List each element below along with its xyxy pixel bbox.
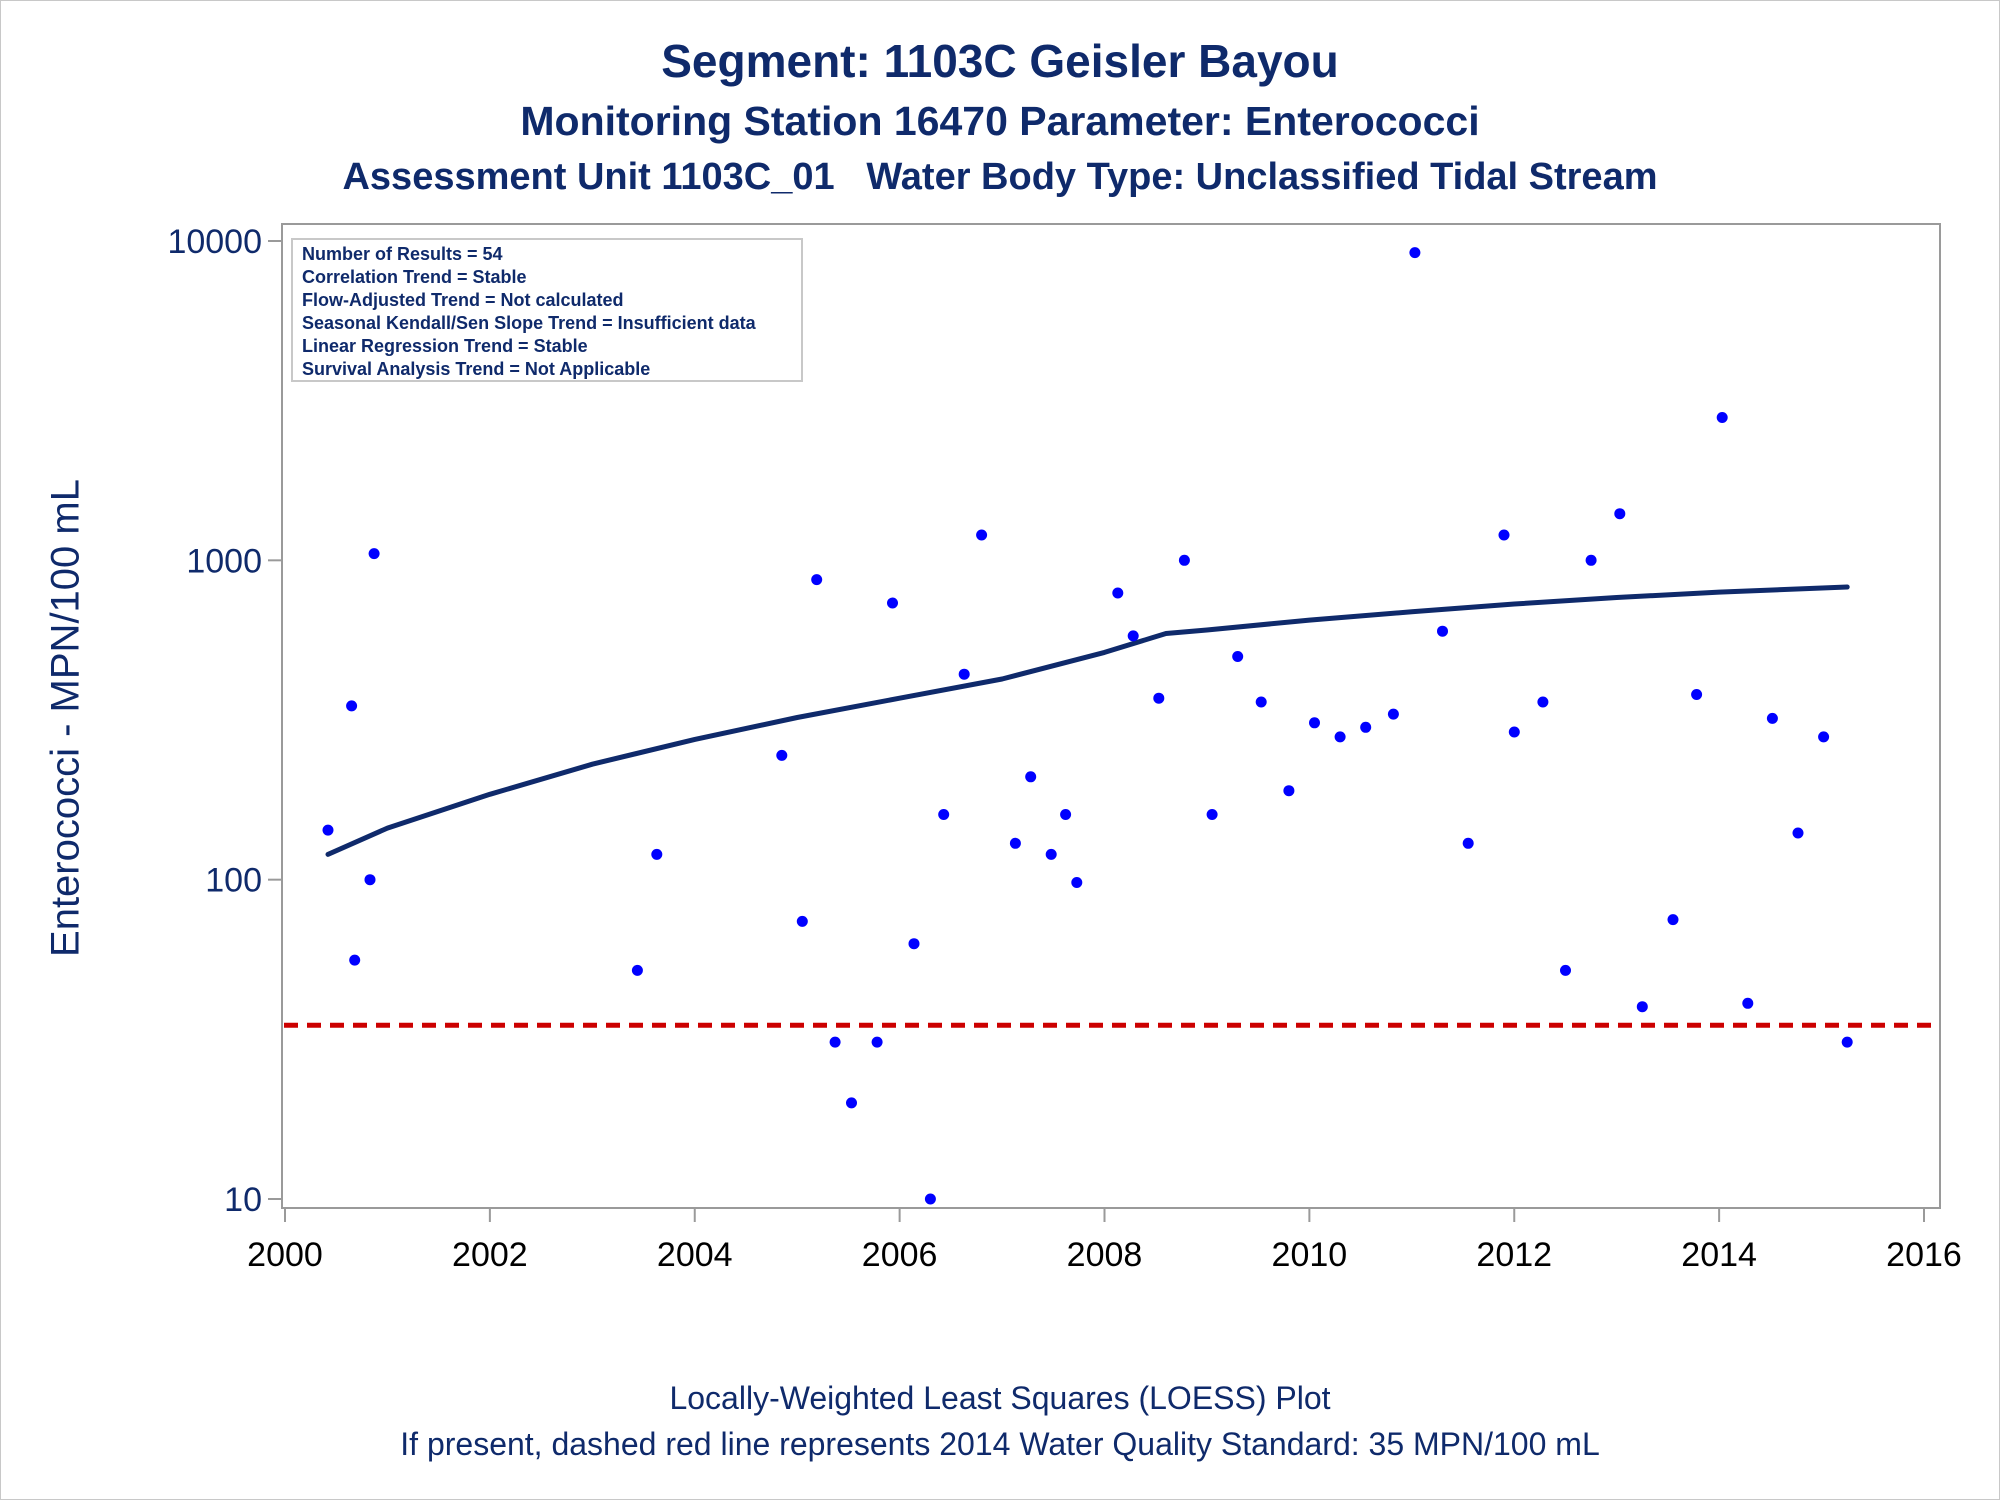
stats-box-line: Survival Analysis Trend = Not Applicable	[302, 359, 650, 379]
data-point	[1792, 827, 1804, 839]
data-point	[1498, 529, 1510, 541]
stats-box	[291, 238, 803, 382]
data-point	[776, 749, 788, 761]
data-point	[958, 668, 970, 680]
data-point	[651, 848, 663, 860]
data-point	[976, 529, 988, 541]
data-point	[1153, 692, 1165, 704]
data-point	[1437, 625, 1448, 637]
data-point	[1537, 696, 1549, 708]
data-point	[887, 597, 898, 609]
x-tick-label: 2008	[1067, 1236, 1143, 1274]
data-point	[1841, 1036, 1853, 1048]
data-point	[346, 700, 358, 712]
data-point	[1614, 508, 1626, 520]
y-tick-label: 100	[205, 862, 262, 900]
data-point	[1636, 1001, 1648, 1013]
data-point	[1818, 731, 1830, 743]
chart-title: Segment: 1103C Geisler Bayou	[661, 35, 1339, 87]
chart-subtitle-station: Monitoring Station 16470 Parameter: Ente…	[520, 98, 1480, 144]
data-point	[871, 1036, 883, 1048]
stats-box-line: Correlation Trend = Stable	[302, 267, 527, 287]
data-point	[631, 964, 643, 976]
y-tick-label: 10	[224, 1181, 262, 1219]
data-point	[908, 938, 920, 950]
data-point	[1255, 696, 1267, 708]
data-point	[1232, 651, 1244, 662]
data-point	[368, 548, 380, 560]
data-point	[1071, 877, 1083, 888]
data-point	[1178, 554, 1190, 566]
data-point	[364, 874, 376, 886]
stats-box-line: Number of Results = 54	[302, 244, 503, 264]
data-point	[1766, 712, 1778, 724]
x-tick-label: 2016	[1886, 1236, 1962, 1274]
data-point	[1462, 837, 1474, 849]
x-tick-label: 2006	[862, 1236, 938, 1274]
data-point	[938, 809, 950, 820]
data-point	[1508, 726, 1520, 738]
data-point	[1716, 412, 1728, 423]
stats-box-line: Linear Regression Trend = Stable	[302, 336, 588, 356]
data-point	[322, 824, 334, 836]
data-point	[1560, 964, 1571, 976]
data-point	[1309, 717, 1320, 729]
data-point	[1112, 587, 1124, 599]
x-tick-label: 2010	[1272, 1236, 1348, 1274]
data-point	[924, 1193, 936, 1205]
data-point	[1667, 914, 1679, 926]
data-point	[1691, 689, 1703, 700]
data-point	[1334, 731, 1346, 743]
data-point	[829, 1036, 841, 1048]
x-tick-label: 2002	[452, 1236, 528, 1274]
stats-box-line: Seasonal Kendall/Sen Slope Trend = Insuf…	[302, 313, 757, 333]
data-point	[1360, 721, 1372, 733]
footnote-loess: Locally-Weighted Least Squares (LOESS) P…	[669, 1380, 1331, 1416]
data-point	[796, 915, 808, 927]
data-point	[1742, 997, 1754, 1009]
x-tick-label: 2012	[1476, 1236, 1552, 1274]
data-point	[1060, 809, 1072, 820]
chart-subtitle-assessment: Assessment Unit 1103C_01 Water Body Type…	[342, 156, 1658, 198]
data-point	[349, 954, 361, 966]
data-point	[1409, 247, 1421, 259]
loess-curve	[325, 584, 1850, 857]
footnote-standard: If present, dashed red line represents 2…	[400, 1426, 1600, 1462]
data-point	[846, 1097, 857, 1109]
y-tick-label: 1000	[186, 542, 262, 580]
data-point	[1009, 837, 1021, 849]
data-point	[811, 574, 823, 586]
plot-border	[281, 223, 1941, 1209]
data-point	[1025, 771, 1037, 783]
data-point	[1045, 848, 1057, 860]
x-tick-label: 2000	[247, 1236, 323, 1274]
data-point	[1387, 708, 1399, 720]
data-point	[1206, 809, 1218, 820]
data-point	[1585, 554, 1597, 566]
stats-box-line: Flow-Adjusted Trend = Not calculated	[302, 290, 624, 310]
x-tick-label: 2014	[1681, 1236, 1757, 1274]
x-tick-label: 2004	[657, 1236, 733, 1274]
y-tick-label: 10000	[167, 223, 262, 261]
data-point	[1283, 785, 1295, 797]
data-point	[1127, 630, 1139, 642]
